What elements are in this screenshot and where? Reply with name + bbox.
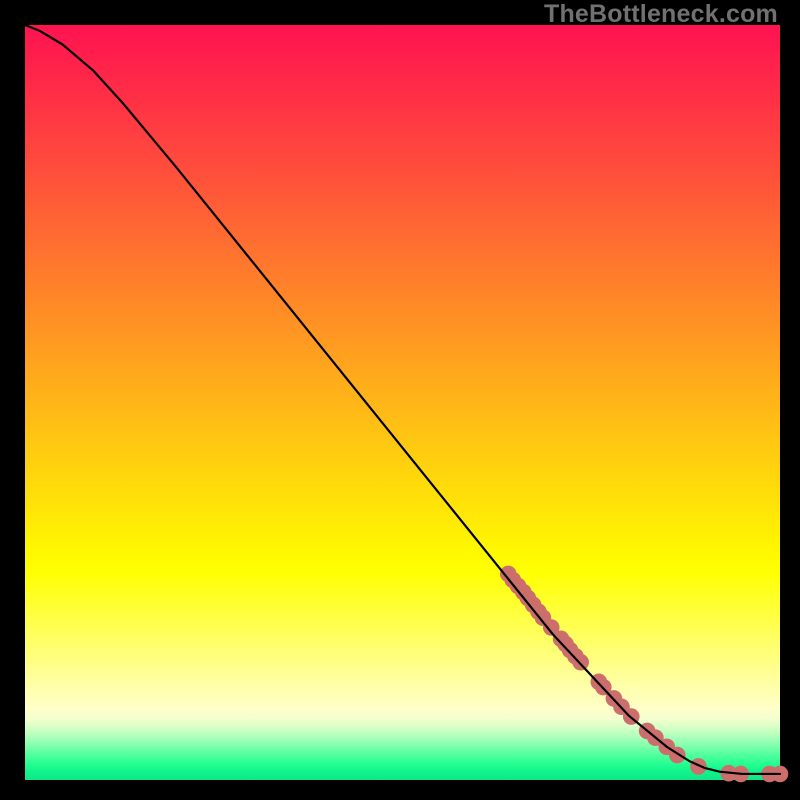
- chart-svg: [25, 25, 780, 780]
- watermark-text: TheBottleneck.com: [544, 0, 778, 29]
- chart-plot-area: [25, 25, 780, 780]
- chart-background: [25, 25, 780, 780]
